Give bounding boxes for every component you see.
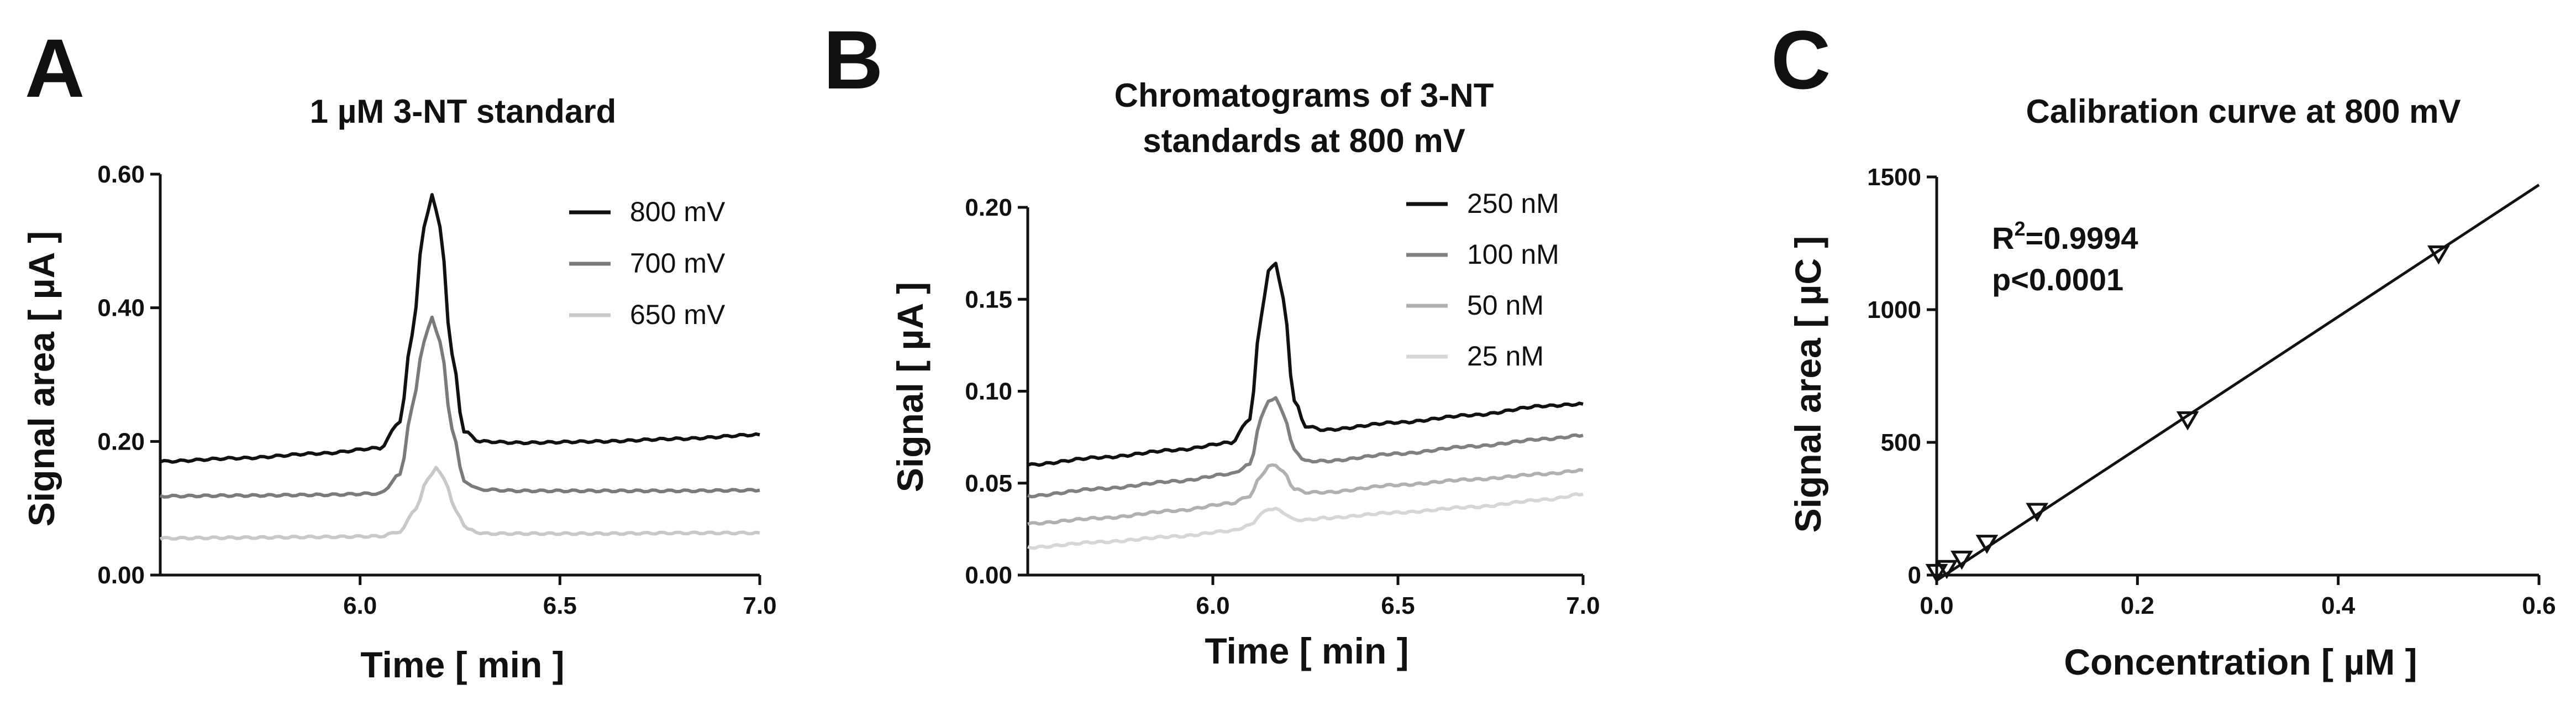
panel-c-data-point [1975,535,1999,554]
panel-a-y-tick-label: 0.40 [97,295,145,322]
panel-b-x-tick-label: 6.0 [1196,592,1229,619]
panel-b-series-line [1027,262,1584,467]
panel-b-title-line-2: standards at 800 mV [1143,122,1465,159]
r-squared-prefix: R [1992,221,2014,255]
panel-b-letter: B [823,13,883,106]
panel-c-data-point [1935,560,1958,579]
panel-b-y-axis-title: Signal [ µA ] [890,282,930,492]
panel-a-x-tick-label: 6.0 [343,592,377,619]
panel-b: B Chromatograms of 3-NT standards at 800… [823,13,1600,671]
panel-b-legend-label: 100 nM [1467,239,1559,270]
panel-b-title-line-1: Chromatograms of 3-NT [1114,77,1494,114]
panel-a-legend-label: 700 mV [630,248,726,279]
panel-a-x-axis-title: Time [ min ] [360,644,564,685]
panel-a-series-line [160,315,760,499]
panel-c-title: Calibration curve at 800 mV [2026,93,2461,130]
panel-b-series-line [1027,396,1584,499]
panel-b-y-tick-label: 0.15 [965,286,1012,313]
r-squared-value: =0.9994 [2025,221,2138,255]
panel-a-legend-label: 650 mV [630,299,726,330]
panel-c-data-point [2427,245,2450,265]
panel-b-x-axis-title: Time [ min ] [1205,630,1408,671]
panel-c-y-tick-label: 0 [1908,562,1921,589]
panel-b-y-tick-label: 0.05 [965,470,1012,497]
panel-b-y-tick-label: 0.00 [965,562,1012,589]
panel-a-y-tick-label: 0.60 [97,161,145,188]
panel-c-x-tick-label: 0.4 [2321,592,2356,619]
panel-c-data-point [2026,503,2049,523]
panel-a-y-tick-label: 0.00 [97,562,145,589]
panel-a-x-tick-label: 6.5 [543,592,577,619]
panel-c-data-point [1925,563,1948,583]
panel-c-x-tick-label: 0.6 [2522,592,2556,619]
panel-a-y-tick-label: 0.20 [97,428,145,455]
panel-c-x-tick-label: 0.0 [1920,592,1953,619]
panel-c: C Calibration curve at 800 mV Signal are… [1771,13,2556,682]
panel-a-y-axis-title: Signal area [ µA ] [21,231,62,526]
panel-b-legend-label: 25 nM [1467,341,1544,372]
panel-a-title: 1 µM 3-NT standard [310,93,617,130]
panel-b-y-tick-label: 0.20 [965,194,1012,221]
panel-b-legend-label: 250 nM [1467,188,1559,219]
panel-c-data-point [1951,550,1973,570]
panel-c-y-axis-title: Signal area [ µC ] [1788,236,1828,533]
panel-c-y-tick-label: 1000 [1867,296,1921,323]
panel-b-y-tick-label: 0.10 [965,378,1012,405]
panel-c-data-point [2176,411,2199,431]
panel-b-legend-label: 50 nM [1467,290,1544,321]
panel-c-letter: C [1771,13,1831,106]
r-squared-label: R2=0.9994 [1992,217,2138,255]
panel-c-x-tick-label: 0.2 [2121,592,2154,619]
panel-a-series-line [160,466,760,541]
panel-a-x-tick-label: 7.0 [743,592,776,619]
panel-c-y-tick-label: 500 [1881,429,1921,456]
panel-b-x-tick-label: 6.5 [1381,592,1415,619]
panel-a-letter: A [25,22,85,114]
panel-c-fit-line [1936,184,2540,582]
panel-a-series-line [160,193,760,464]
p-value-label: p<0.0001 [1992,262,2123,297]
panel-c-x-axis-title: Concentration [ µM ] [2064,641,2417,682]
panel-a: A 1 µM 3-NT standard Signal area [ µA ] … [21,22,777,685]
panel-b-series-line [1027,492,1584,550]
panel-b-series-line [1027,463,1584,526]
panel-a-legend-label: 800 mV [630,196,726,227]
r-squared-superscript: 2 [2014,217,2025,240]
panel-b-x-tick-label: 7.0 [1566,592,1600,619]
panel-c-y-tick-label: 1500 [1867,164,1921,191]
